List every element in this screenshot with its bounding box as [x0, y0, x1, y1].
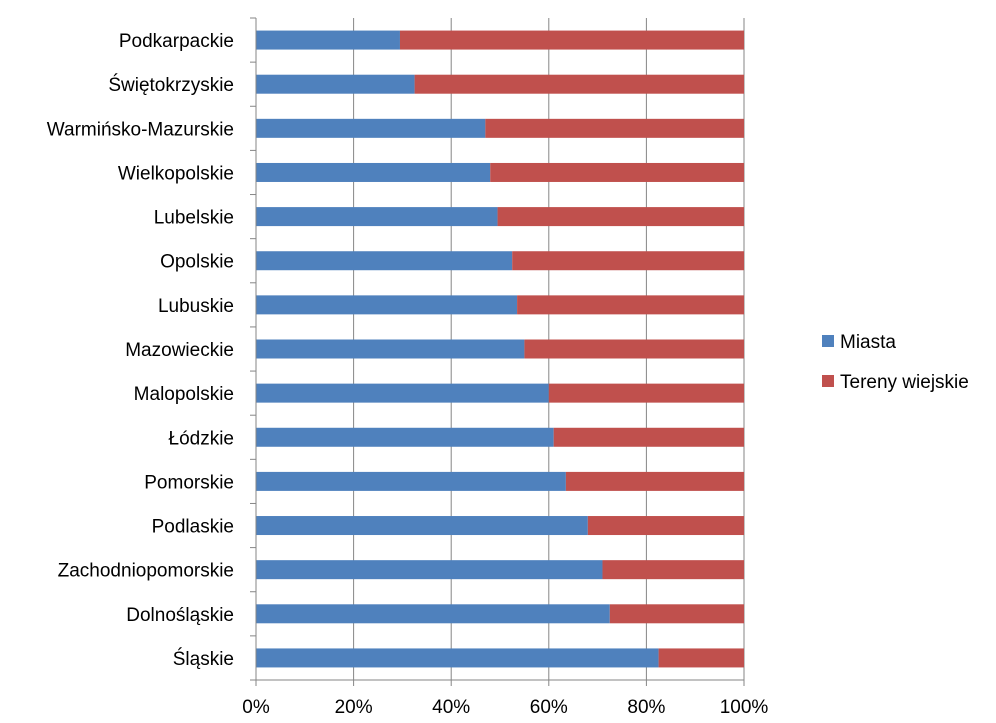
- bar-segment-miasta: [256, 339, 525, 359]
- category-label: Zachodniopomorskie: [58, 561, 234, 582]
- bar-segment-miasta: [256, 383, 549, 403]
- bar-segment-tereny-wiejskie: [658, 648, 744, 668]
- bar-segment-tereny-wiejskie: [524, 339, 744, 359]
- bar-segment-tereny-wiejskie: [517, 295, 744, 315]
- x-tick-label: 100%: [720, 697, 769, 718]
- legend-swatch: [822, 335, 834, 347]
- category-label: Pomorskie: [144, 472, 234, 493]
- legend-swatch: [822, 375, 834, 387]
- category-label: Świętokrzyskie: [108, 74, 234, 96]
- category-label: Mazowieckie: [125, 340, 234, 361]
- category-labels: Podkarpackie Świętokrzyskie Warmińsko-Mazu…: [47, 31, 234, 670]
- bar-segment-tereny-wiejskie: [587, 516, 744, 536]
- bar-segment-miasta: [256, 251, 513, 271]
- bar-segment-miasta: [256, 162, 491, 182]
- x-tick-label: 80%: [627, 697, 665, 718]
- legend-label: Miasta: [840, 332, 896, 353]
- category-label: Warmińsko-Mazurskie: [47, 119, 234, 140]
- bar-segment-tereny-wiejskie: [497, 207, 744, 227]
- bar-segment-miasta: [256, 295, 518, 315]
- bar-segment-tereny-wiejskie: [553, 427, 744, 447]
- bar-segment-tereny-wiejskie: [609, 604, 744, 624]
- bar-segment-tereny-wiejskie: [399, 30, 744, 50]
- bar-segment-tereny-wiejskie: [512, 251, 744, 271]
- bar-segment-miasta: [256, 471, 566, 491]
- bar-segment-tereny-wiejskie: [485, 118, 744, 138]
- category-label: Podkarpackie: [119, 31, 234, 52]
- legend-label: Tereny wiejskie: [840, 372, 969, 393]
- category-label: Łódzkie: [169, 428, 235, 449]
- bar-segment-tereny-wiejskie: [602, 560, 744, 580]
- bar-segment-miasta: [256, 427, 554, 447]
- bar-segment-miasta: [256, 30, 400, 50]
- category-label: Lubuskie: [158, 296, 234, 317]
- bar-layer: [256, 30, 744, 668]
- x-tick-label: 20%: [335, 697, 373, 718]
- category-label: Opolskie: [160, 252, 234, 273]
- x-tick-labels: 0% 20% 40% 60% 80% 100%: [242, 697, 768, 718]
- bar-segment-tereny-wiejskie: [548, 383, 744, 403]
- category-label: Śląskie: [173, 648, 234, 670]
- bar-segment-miasta: [256, 648, 659, 668]
- category-label: Wielkopolskie: [118, 163, 234, 184]
- bar-segment-tereny-wiejskie: [490, 162, 744, 182]
- bar-segment-miasta: [256, 207, 498, 227]
- category-label: Podlaskie: [152, 517, 234, 538]
- axis-layer: [250, 17, 745, 686]
- legend: Miasta Tereny wiejskie: [822, 332, 969, 393]
- bar-segment-tereny-wiejskie: [414, 74, 744, 94]
- bar-segment-miasta: [256, 74, 415, 94]
- bar-segment-miasta: [256, 604, 610, 624]
- x-tick-label: 0%: [242, 697, 270, 718]
- bar-segment-miasta: [256, 118, 486, 138]
- category-label: Malopolskie: [134, 384, 234, 405]
- bar-segment-miasta: [256, 516, 588, 536]
- category-label: Dolnośląskie: [126, 605, 234, 626]
- x-tick-label: 60%: [530, 697, 568, 718]
- bar-segment-miasta: [256, 560, 603, 580]
- x-tick-label: 40%: [432, 697, 470, 718]
- bar-segment-tereny-wiejskie: [565, 471, 744, 491]
- category-label: Lubelskie: [154, 208, 234, 229]
